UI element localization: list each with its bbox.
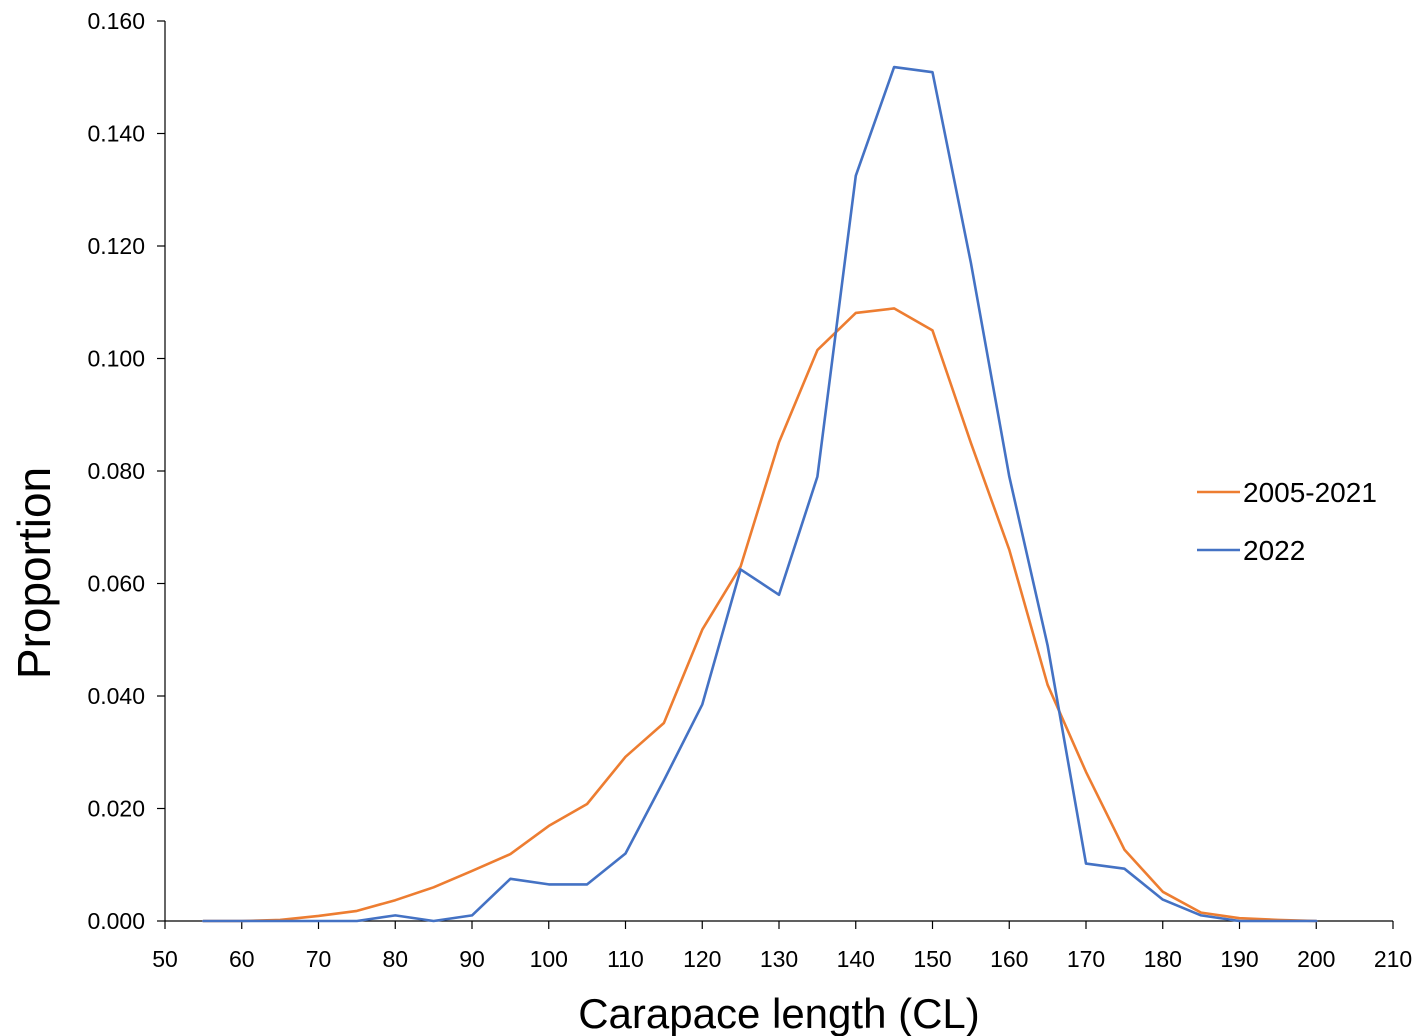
y-tick-label: 0.160 xyxy=(87,8,145,34)
x-tick-label: 180 xyxy=(1144,946,1182,972)
series-line-2022 xyxy=(202,65,1318,923)
y-tick-label: 0.120 xyxy=(87,233,145,259)
x-tick-label: 90 xyxy=(459,946,485,972)
y-tick-label: 0.040 xyxy=(87,683,145,709)
y-tick-label: 0.060 xyxy=(87,571,145,597)
x-tick-label: 210 xyxy=(1374,946,1412,972)
y-tick-label: 0.020 xyxy=(87,796,145,822)
x-tick-label: 50 xyxy=(152,946,178,972)
y-axis-title: Proportion xyxy=(8,467,60,679)
x-tick-label: 130 xyxy=(760,946,798,972)
series-layer xyxy=(202,65,1318,923)
series-line-2005-2021 xyxy=(202,307,1318,923)
x-axis-ticks: 50 60 70 80 90 100 110 120 130 140 150 160 170 180 190… xyxy=(152,921,1412,972)
legend: 2005-2021 2022 xyxy=(1197,477,1377,566)
y-axis-ticks: 0.000 0.020 0.040 0.060 0.080 0.100 0.120 0.140… xyxy=(87,8,165,934)
legend-label: 2022 xyxy=(1243,535,1305,566)
y-tick-label: 0.080 xyxy=(87,458,145,484)
x-tick-label: 110 xyxy=(607,946,644,972)
x-tick-label: 160 xyxy=(990,946,1028,972)
x-tick-label: 140 xyxy=(837,946,875,972)
x-tick-label: 100 xyxy=(530,946,568,972)
x-tick-label: 150 xyxy=(913,946,951,972)
x-tick-label: 170 xyxy=(1067,946,1105,972)
x-tick-label: 190 xyxy=(1220,946,1258,972)
y-tick-label: 0.100 xyxy=(87,346,145,372)
y-tick-label: 0.140 xyxy=(87,121,145,147)
x-tick-label: 80 xyxy=(382,946,408,972)
legend-label: 2005-2021 xyxy=(1243,477,1377,508)
y-tick-label: 0.000 xyxy=(87,908,145,934)
x-axis-title: Carapace length (CL) xyxy=(578,990,980,1036)
x-tick-label: 60 xyxy=(229,946,255,972)
x-tick-label: 70 xyxy=(306,946,332,972)
x-tick-label: 200 xyxy=(1297,946,1335,972)
x-tick-label: 120 xyxy=(683,946,721,972)
